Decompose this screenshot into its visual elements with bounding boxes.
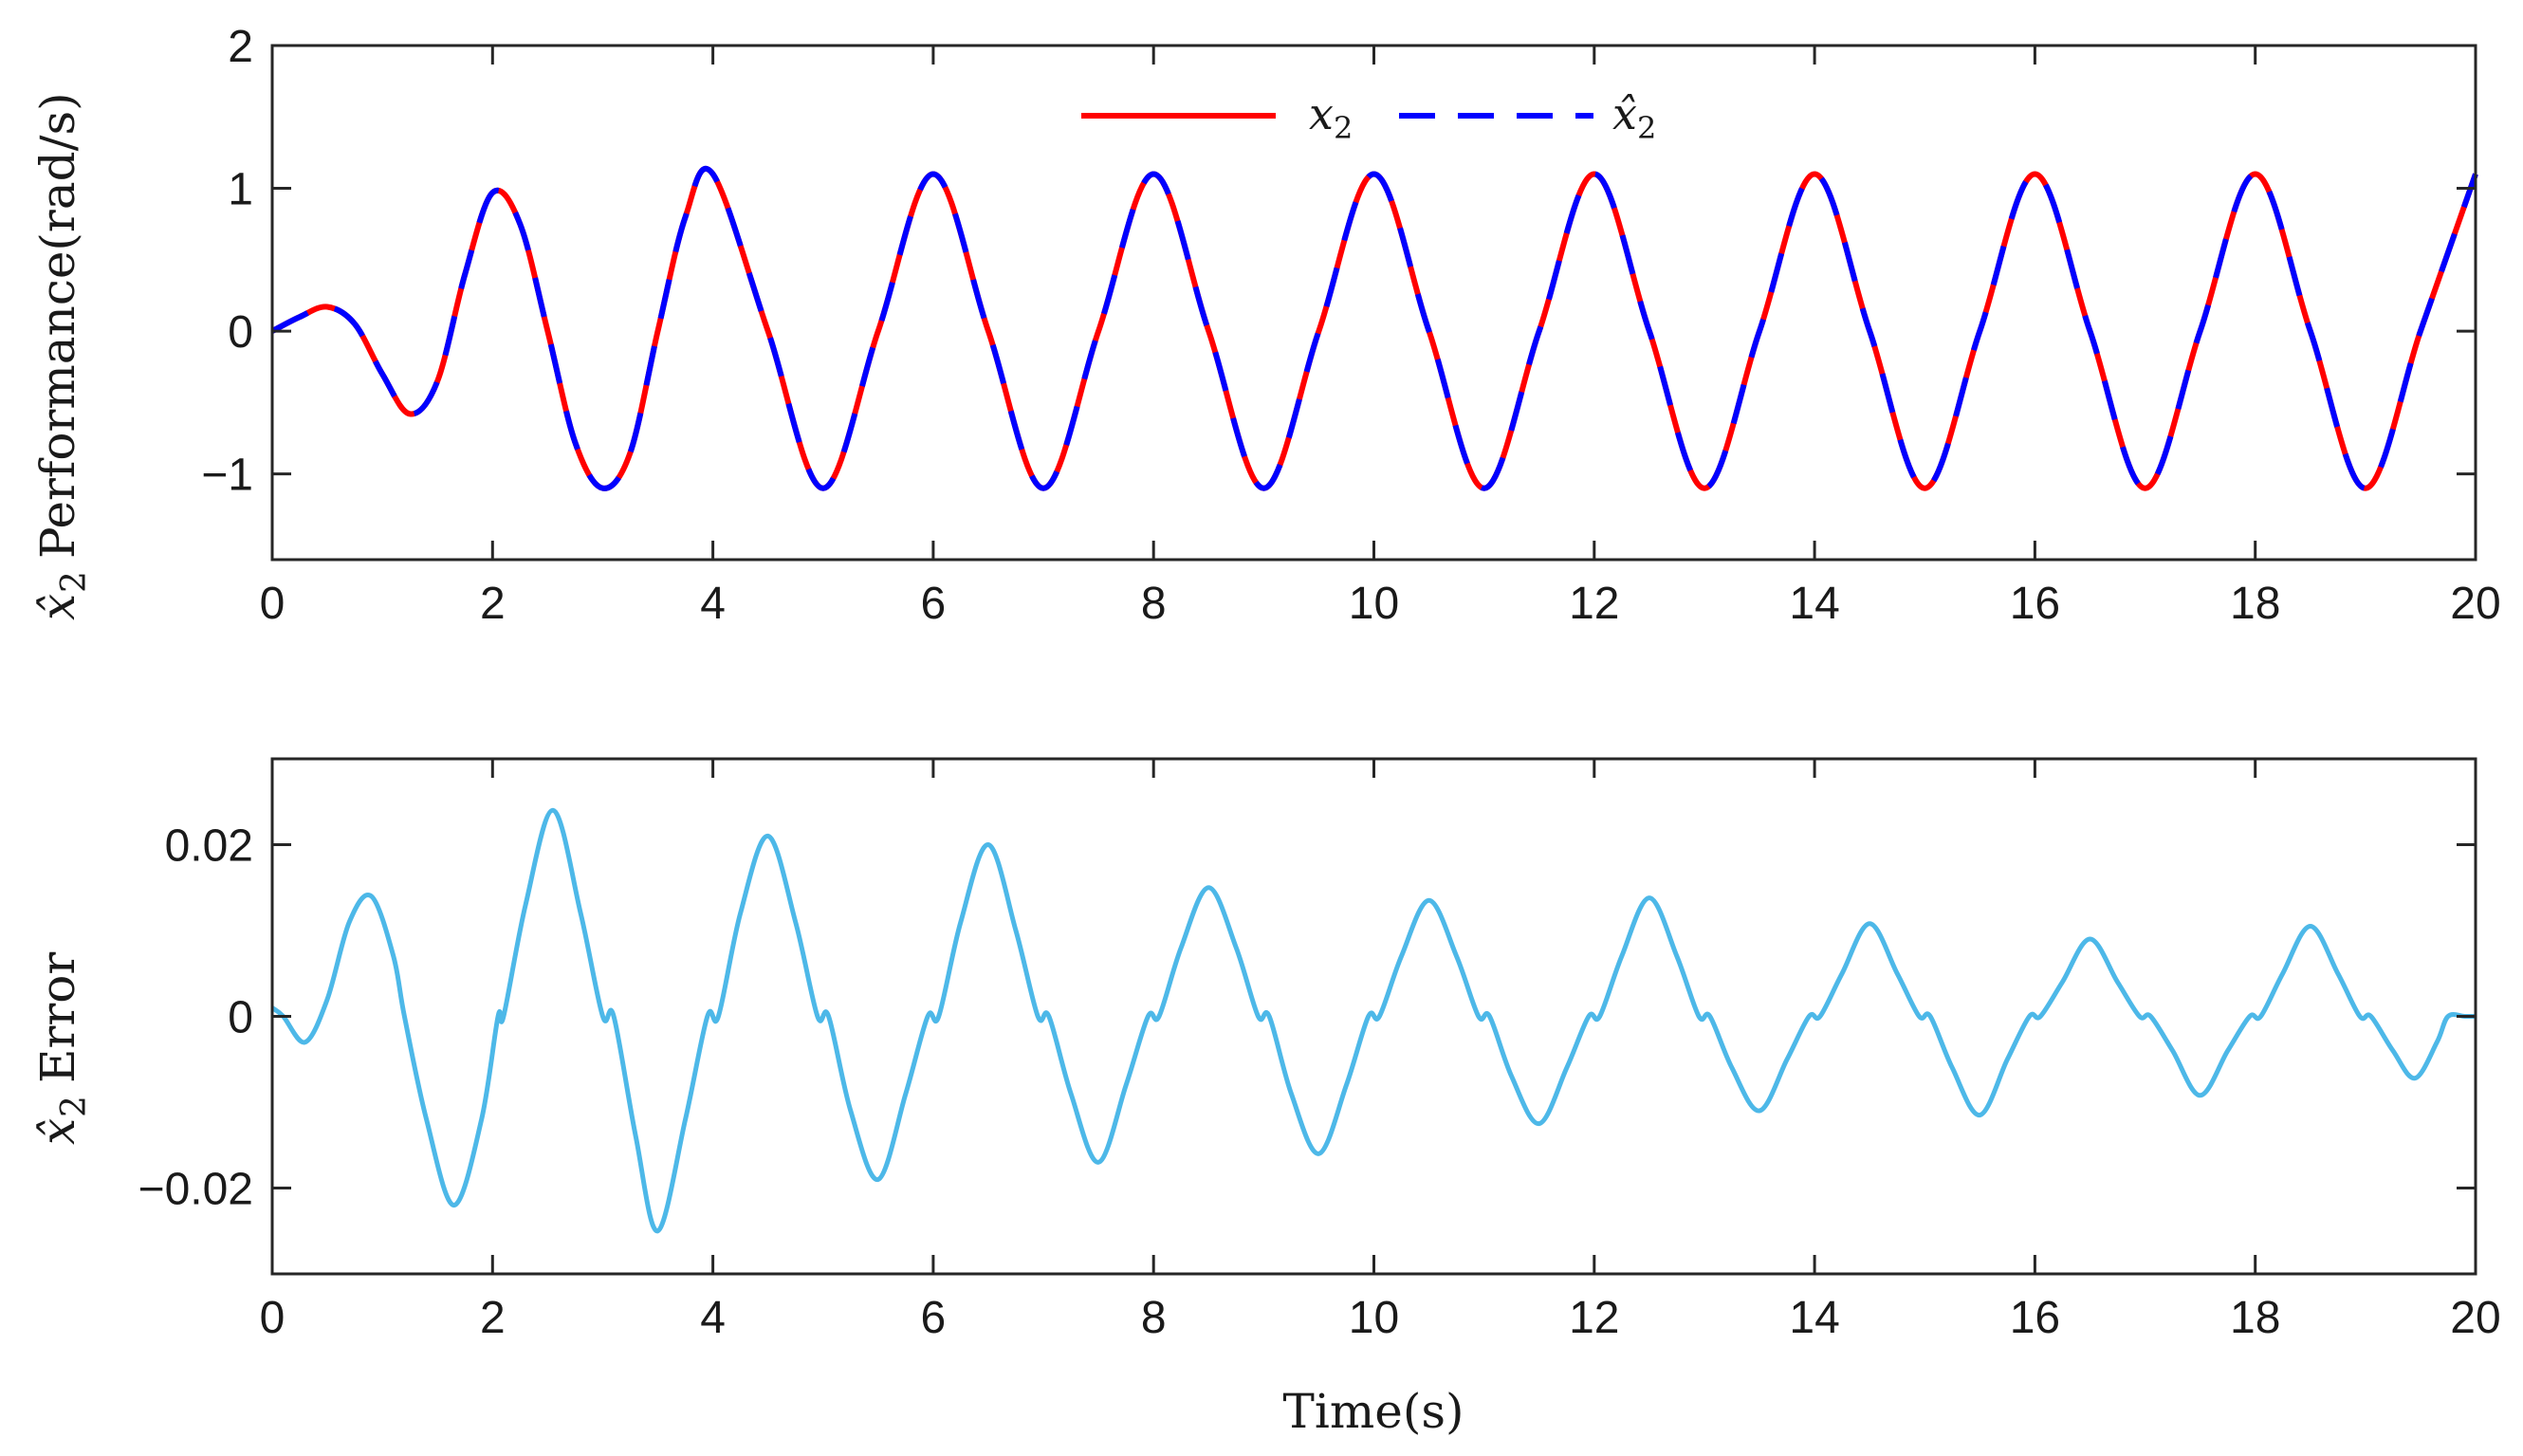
series-line-x2-hat — [270, 165, 2478, 491]
y-tick-label: −1 — [201, 451, 253, 501]
error-series-group — [270, 807, 2476, 1234]
performance-y-axis-label: x̂ 2 Performance(rad/s) — [30, 92, 94, 620]
performance-y-axis-label-subscript: 2 — [55, 571, 94, 593]
legend-label-x2-symbol: x — [1309, 88, 1334, 139]
error-y-axis-label-symbol: x̂ — [30, 1118, 85, 1145]
legend-label-x2-hat-subscript: 2 — [1637, 110, 1656, 146]
x-tick-label: 6 — [921, 579, 947, 629]
x-tick-label: 8 — [1141, 579, 1167, 629]
x-tick-label: 2 — [480, 1293, 506, 1343]
error-ticks: 0 2 4 6 8 10 12 14 16 18 20 −0.02 0 0.02 — [138, 759, 2501, 1343]
error-y-axis-label-subscript: 2 — [55, 1096, 94, 1117]
error-chart: 0 2 4 6 8 10 12 14 16 18 20 −0.02 0 0.02 x̂ 2 Error T… — [30, 757, 2501, 1439]
y-tick-label: 0 — [228, 307, 253, 358]
legend-label-x2-subscript: 2 — [1334, 110, 1353, 146]
x-tick-label: 18 — [2230, 579, 2280, 629]
y-tick-label: 0 — [228, 993, 253, 1043]
x-tick-label: 8 — [1141, 1293, 1167, 1343]
x-tick-label: 12 — [1569, 1293, 1619, 1343]
x-tick-label: 2 — [480, 579, 506, 629]
x-tick-label: 14 — [1789, 1293, 1839, 1343]
x-tick-label: 18 — [2230, 1293, 2280, 1343]
x-tick-label: 14 — [1789, 579, 1839, 629]
y-tick-label: −0.02 — [138, 1165, 253, 1215]
performance-legend: x 2 x̂ 2 — [1081, 88, 1656, 146]
performance-series-group — [270, 165, 2478, 491]
x-tick-label: 20 — [2450, 1293, 2500, 1343]
error-x-axis-label: Time(s) — [1282, 1384, 1464, 1439]
y-tick-label: 1 — [228, 165, 253, 215]
x-tick-label: 16 — [2010, 579, 2060, 629]
error-y-axis-label: x̂ 2 Error — [30, 952, 94, 1145]
x-tick-label: 10 — [1349, 1293, 1399, 1343]
x-tick-label: 20 — [2450, 579, 2500, 629]
series-line-error — [270, 807, 2476, 1234]
x-tick-label: 12 — [1569, 579, 1619, 629]
x-tick-label: 4 — [700, 579, 726, 629]
y-tick-label: 2 — [228, 22, 253, 72]
x-tick-label: 16 — [2010, 1293, 2060, 1343]
error-y-axis-label-text: Error — [30, 952, 85, 1083]
x-tick-label: 6 — [921, 1293, 947, 1343]
x-tick-label: 0 — [260, 1293, 285, 1343]
legend-label-x2-hat-symbol: x̂ — [1612, 88, 1637, 139]
performance-y-axis-label-text: Performance(rad/s) — [30, 92, 85, 559]
x-tick-label: 0 — [260, 579, 285, 629]
x-tick-label: 4 — [700, 1293, 726, 1343]
performance-y-axis-label-symbol: x̂ — [30, 594, 85, 620]
y-tick-label: 0.02 — [165, 821, 253, 872]
x-tick-label: 10 — [1349, 579, 1399, 629]
